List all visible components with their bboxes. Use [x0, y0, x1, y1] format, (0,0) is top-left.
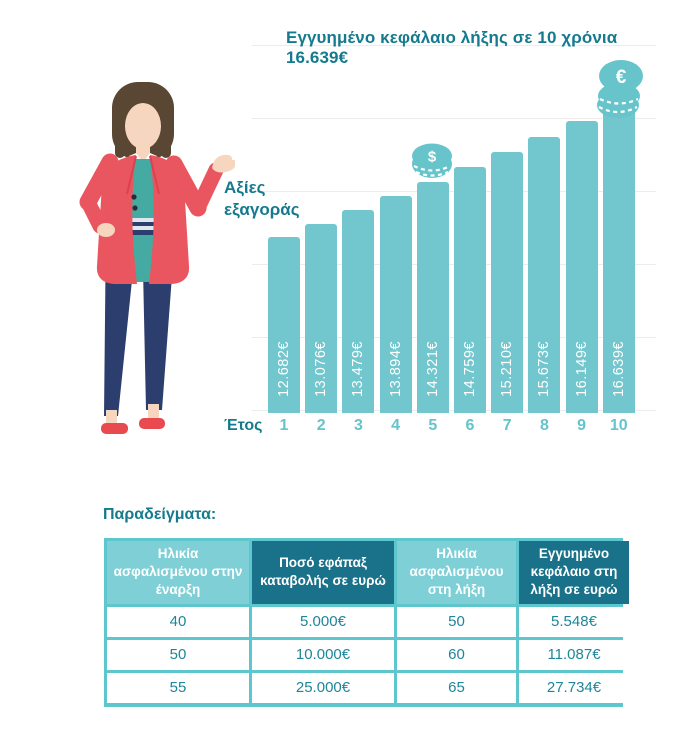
left-upper-arm: [79, 153, 119, 211]
x-tick-label: 9: [577, 417, 587, 434]
dollar-symbol: $: [428, 149, 437, 166]
dollar-coin-icon: $: [412, 143, 452, 178]
jacket-button: [131, 194, 137, 200]
ankle-right: [148, 404, 159, 420]
x-tick-label: 5: [428, 417, 438, 434]
x-tick-label: 1: [279, 417, 289, 434]
shoe-right: [139, 418, 165, 429]
bar-year-10: 16.639€: [602, 104, 635, 413]
x-tick-label: 7: [502, 417, 512, 434]
table-header-cell: Ηλικία ασφαλισμένου στην έναρξη: [107, 541, 249, 604]
bar-year-5: 14.321€: [416, 181, 449, 413]
left-forearm: [80, 194, 108, 234]
bar-value-label: 16.639€: [610, 341, 627, 397]
waistband-stripe: [125, 222, 163, 226]
woman-illustration: [79, 82, 235, 434]
euro-symbol: €: [616, 67, 627, 88]
bar-value-label: 13.894€: [387, 341, 404, 397]
bar-value-label: 12.682€: [276, 341, 292, 397]
table-header-cell: Ηλικία ασφαλισμένου στη λήξη: [397, 541, 516, 604]
bar-year-3: 13.479€: [342, 210, 375, 413]
table-cell: 10.000€: [252, 639, 394, 670]
x-tick-label: 3: [353, 417, 363, 434]
table-cell: 55: [107, 672, 249, 703]
table-cell: 50: [397, 606, 516, 637]
euro-coin-stack-icon: €: [597, 60, 643, 118]
table-cell: 11.087€: [519, 639, 629, 670]
lapel-left: [126, 155, 137, 195]
bar-year-1: 12.682€: [268, 237, 300, 413]
bar-value-label: 14.759€: [462, 341, 478, 397]
table-cell: 65: [397, 672, 516, 703]
chart-title: Εγγυημένο κεφάλαιο λήξης σε 10 χρόνια 16…: [286, 28, 618, 67]
bar-value-label: 16.149€: [573, 341, 590, 397]
gridline: [252, 118, 656, 119]
bar-value-label: 15.673€: [536, 341, 553, 397]
bar-year-8: 15.673€: [528, 136, 561, 413]
x-tick-label: 4: [391, 417, 401, 434]
examples-heading: Παραδείγματα:: [103, 506, 217, 523]
x-tick-label: 10: [609, 417, 628, 434]
right-forearm: [190, 162, 224, 216]
bar-year-2: 13.076€: [305, 223, 338, 413]
bar-year-6: 14.759€: [454, 167, 486, 413]
gridline: [252, 45, 656, 46]
bangs: [122, 90, 164, 118]
table-header-cell: Ποσό εφάπαξ καταβολής σε ευρώ: [252, 541, 394, 604]
x-tick-label: 8: [539, 417, 549, 434]
table-cell: 25.000€: [252, 672, 394, 703]
table-cell: 40: [107, 606, 249, 637]
bar-year-7: 15.210€: [491, 152, 524, 413]
table-cell: 5.000€: [252, 606, 394, 637]
right-hand: [212, 154, 235, 173]
table-cell: 50: [107, 639, 249, 670]
table-header-cell: Εγγυημένο κεφάλαιο στη λήξη σε ευρώ: [519, 541, 629, 604]
bar-value-label: 13.479€: [350, 341, 367, 397]
hair-side-right: [161, 106, 171, 158]
left-hand: [97, 223, 115, 237]
table-cell: 27.734€: [519, 672, 629, 703]
waistband-stripe: [125, 230, 164, 235]
lapel-right: [149, 155, 160, 195]
bar-year-4: 13.894€: [379, 196, 412, 413]
bar-value-label: 15.210€: [499, 341, 516, 397]
value-axis-label: Αξίες εξαγοράς: [224, 178, 300, 219]
jacket-left-panel: [96, 155, 137, 284]
face: [125, 103, 161, 149]
ankle-left: [106, 410, 117, 426]
x-tick-label: 2: [316, 417, 326, 434]
bar-value-label: 13.076€: [313, 341, 330, 397]
waistband-stripe: [125, 226, 163, 230]
examples-table: Ηλικία ασφαλισμένου στην έναρξη Ποσό εφάπ…: [104, 538, 629, 707]
x-axis-title: Έτος: [224, 417, 263, 434]
bar-value-label: 14.321€: [424, 341, 441, 397]
neck: [136, 140, 150, 162]
x-tick-label: 6: [465, 417, 475, 434]
shoe-left: [101, 423, 128, 434]
bar-year-9: 16.149€: [565, 120, 598, 413]
hair-side-left: [115, 106, 125, 158]
table-cell: 5.548€: [519, 606, 629, 637]
jacket-button: [132, 205, 138, 211]
table-cell: 60: [397, 639, 516, 670]
waistband: [125, 218, 163, 222]
